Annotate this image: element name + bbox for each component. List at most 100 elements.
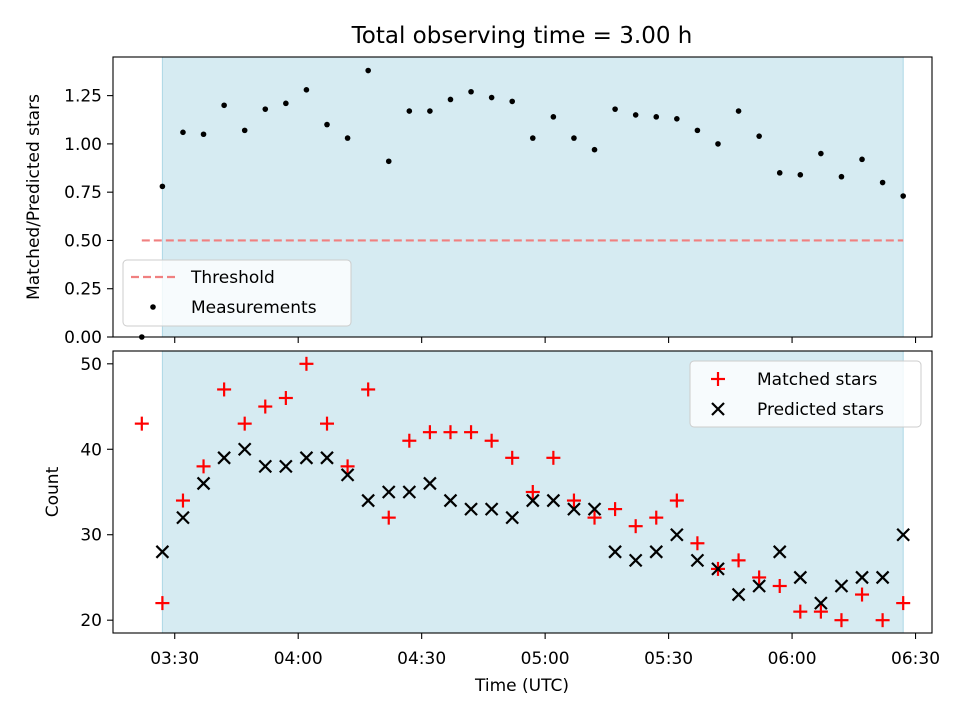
predicted-star-point (217, 451, 231, 465)
measurement-point (385, 158, 392, 165)
measurement-point (241, 127, 248, 134)
matched-star-point (258, 399, 273, 414)
predicted-star-point (608, 545, 622, 559)
predicted-star-point (299, 451, 314, 465)
bottom-x-tick-label: 04:30 (397, 649, 446, 669)
predicted-star-point (628, 553, 643, 568)
predicted-star-point (896, 527, 910, 542)
predicted-star-point (690, 553, 705, 568)
measurement-point (365, 67, 371, 74)
bottom-y-tick-label: 50 (80, 355, 102, 375)
matched-star-point (464, 425, 479, 440)
x-axis-label: Time (UTC) (474, 676, 569, 696)
predicted-star-point (587, 502, 602, 516)
bottom-plot-frame (112, 350, 933, 634)
predicted-star-point (814, 596, 828, 610)
matched-stars-series (134, 356, 911, 628)
measurement-point (303, 87, 310, 93)
measurement-point (283, 100, 289, 107)
predicted-star-point (279, 459, 293, 474)
matched-star-point (855, 587, 870, 602)
top-y-tick-label: 0.25 (64, 280, 102, 300)
bottom-x-tick-label: 05:30 (644, 649, 693, 669)
predicted-star-point (443, 493, 458, 508)
predicted-star-point (361, 493, 375, 508)
measurement-point (694, 127, 701, 134)
measurement-point (591, 146, 598, 153)
matched-star-point (587, 510, 602, 525)
top-y-tick-label: 0.00 (64, 328, 102, 348)
matched-star-point (813, 604, 828, 619)
measurement-point (756, 133, 762, 139)
measurement-point (859, 156, 865, 163)
measurement-point (632, 112, 639, 118)
measurement-point (427, 108, 433, 114)
matched-star-point (320, 416, 335, 431)
predicted-star-point (464, 502, 478, 516)
top-y-tick-label: 1.00 (64, 135, 102, 155)
predicted-star-point (546, 493, 561, 508)
measurement-point (838, 173, 845, 180)
matched-star-point (175, 493, 190, 508)
measurement-point (221, 102, 227, 109)
predicted-star-point (484, 502, 499, 516)
legend-predicted-swatch (711, 402, 725, 416)
chart-title: Total observing time = 3.00 h (351, 23, 693, 49)
matched-star-point (772, 579, 787, 593)
predicted-star-point (176, 510, 190, 525)
bottom-y-tick-label: 30 (80, 526, 102, 546)
top-y-axis-label: Matched/Predicted stars (24, 94, 44, 300)
predicted-star-point (258, 459, 273, 474)
measurement-point (879, 179, 886, 186)
measurement-point (818, 150, 824, 157)
top-x-ticks (174, 337, 917, 343)
matched-star-point (278, 391, 293, 405)
measurement-point (324, 121, 330, 128)
top-y-tick-label: 0.75 (64, 183, 102, 203)
measurement-point (180, 129, 186, 136)
matched-star-point (196, 459, 211, 474)
matched-star-point (566, 493, 581, 508)
measurement-point (715, 141, 721, 147)
matched-star-point (402, 433, 417, 448)
predicted-star-point (834, 579, 849, 593)
measurement-point (653, 114, 660, 120)
bottom-y-tick-label: 40 (80, 440, 102, 460)
legend-matched-swatch (711, 372, 725, 386)
matched-star-point (875, 613, 890, 628)
matched-star-point (361, 382, 376, 397)
matched-star-point (484, 433, 499, 448)
predicted-star-point (711, 562, 725, 576)
measurement-point (344, 135, 351, 141)
matched-star-point (505, 450, 520, 465)
predicted-star-point (526, 493, 540, 508)
measurements-series (139, 67, 906, 340)
predicted-star-point (752, 579, 766, 593)
matched-star-point (217, 382, 232, 397)
bottom-x-tick-label: 04:00 (274, 649, 323, 669)
predicted-star-point (793, 570, 808, 585)
matched-star-point (896, 596, 911, 611)
measurement-point (509, 98, 516, 105)
matched-star-point (669, 493, 684, 508)
legend-matched-label: Matched stars (757, 370, 877, 390)
matched-star-point (752, 570, 767, 585)
legend-measurements-label: Measurements (191, 298, 317, 318)
bottom-legend: Matched stars Predicted stars (689, 360, 922, 428)
predicted-star-point (855, 570, 869, 585)
matched-star-point (525, 485, 540, 499)
measurement-point (468, 88, 474, 95)
measurement-point (529, 135, 536, 141)
predicted-star-point (237, 442, 252, 457)
matched-star-point (443, 425, 458, 440)
measurement-point (674, 115, 680, 122)
bottom-y-axis: 20 30 40 50 (80, 355, 113, 631)
legend-measurements-swatch (150, 304, 156, 310)
predicted-star-point (155, 545, 170, 559)
top-y-tick-label: 1.25 (64, 87, 102, 107)
bottom-legend-box (689, 360, 922, 428)
matched-star-point (237, 416, 252, 431)
matched-star-point (546, 450, 561, 465)
legend-threshold-label: Threshold (190, 268, 275, 288)
predicted-star-point (875, 570, 890, 585)
